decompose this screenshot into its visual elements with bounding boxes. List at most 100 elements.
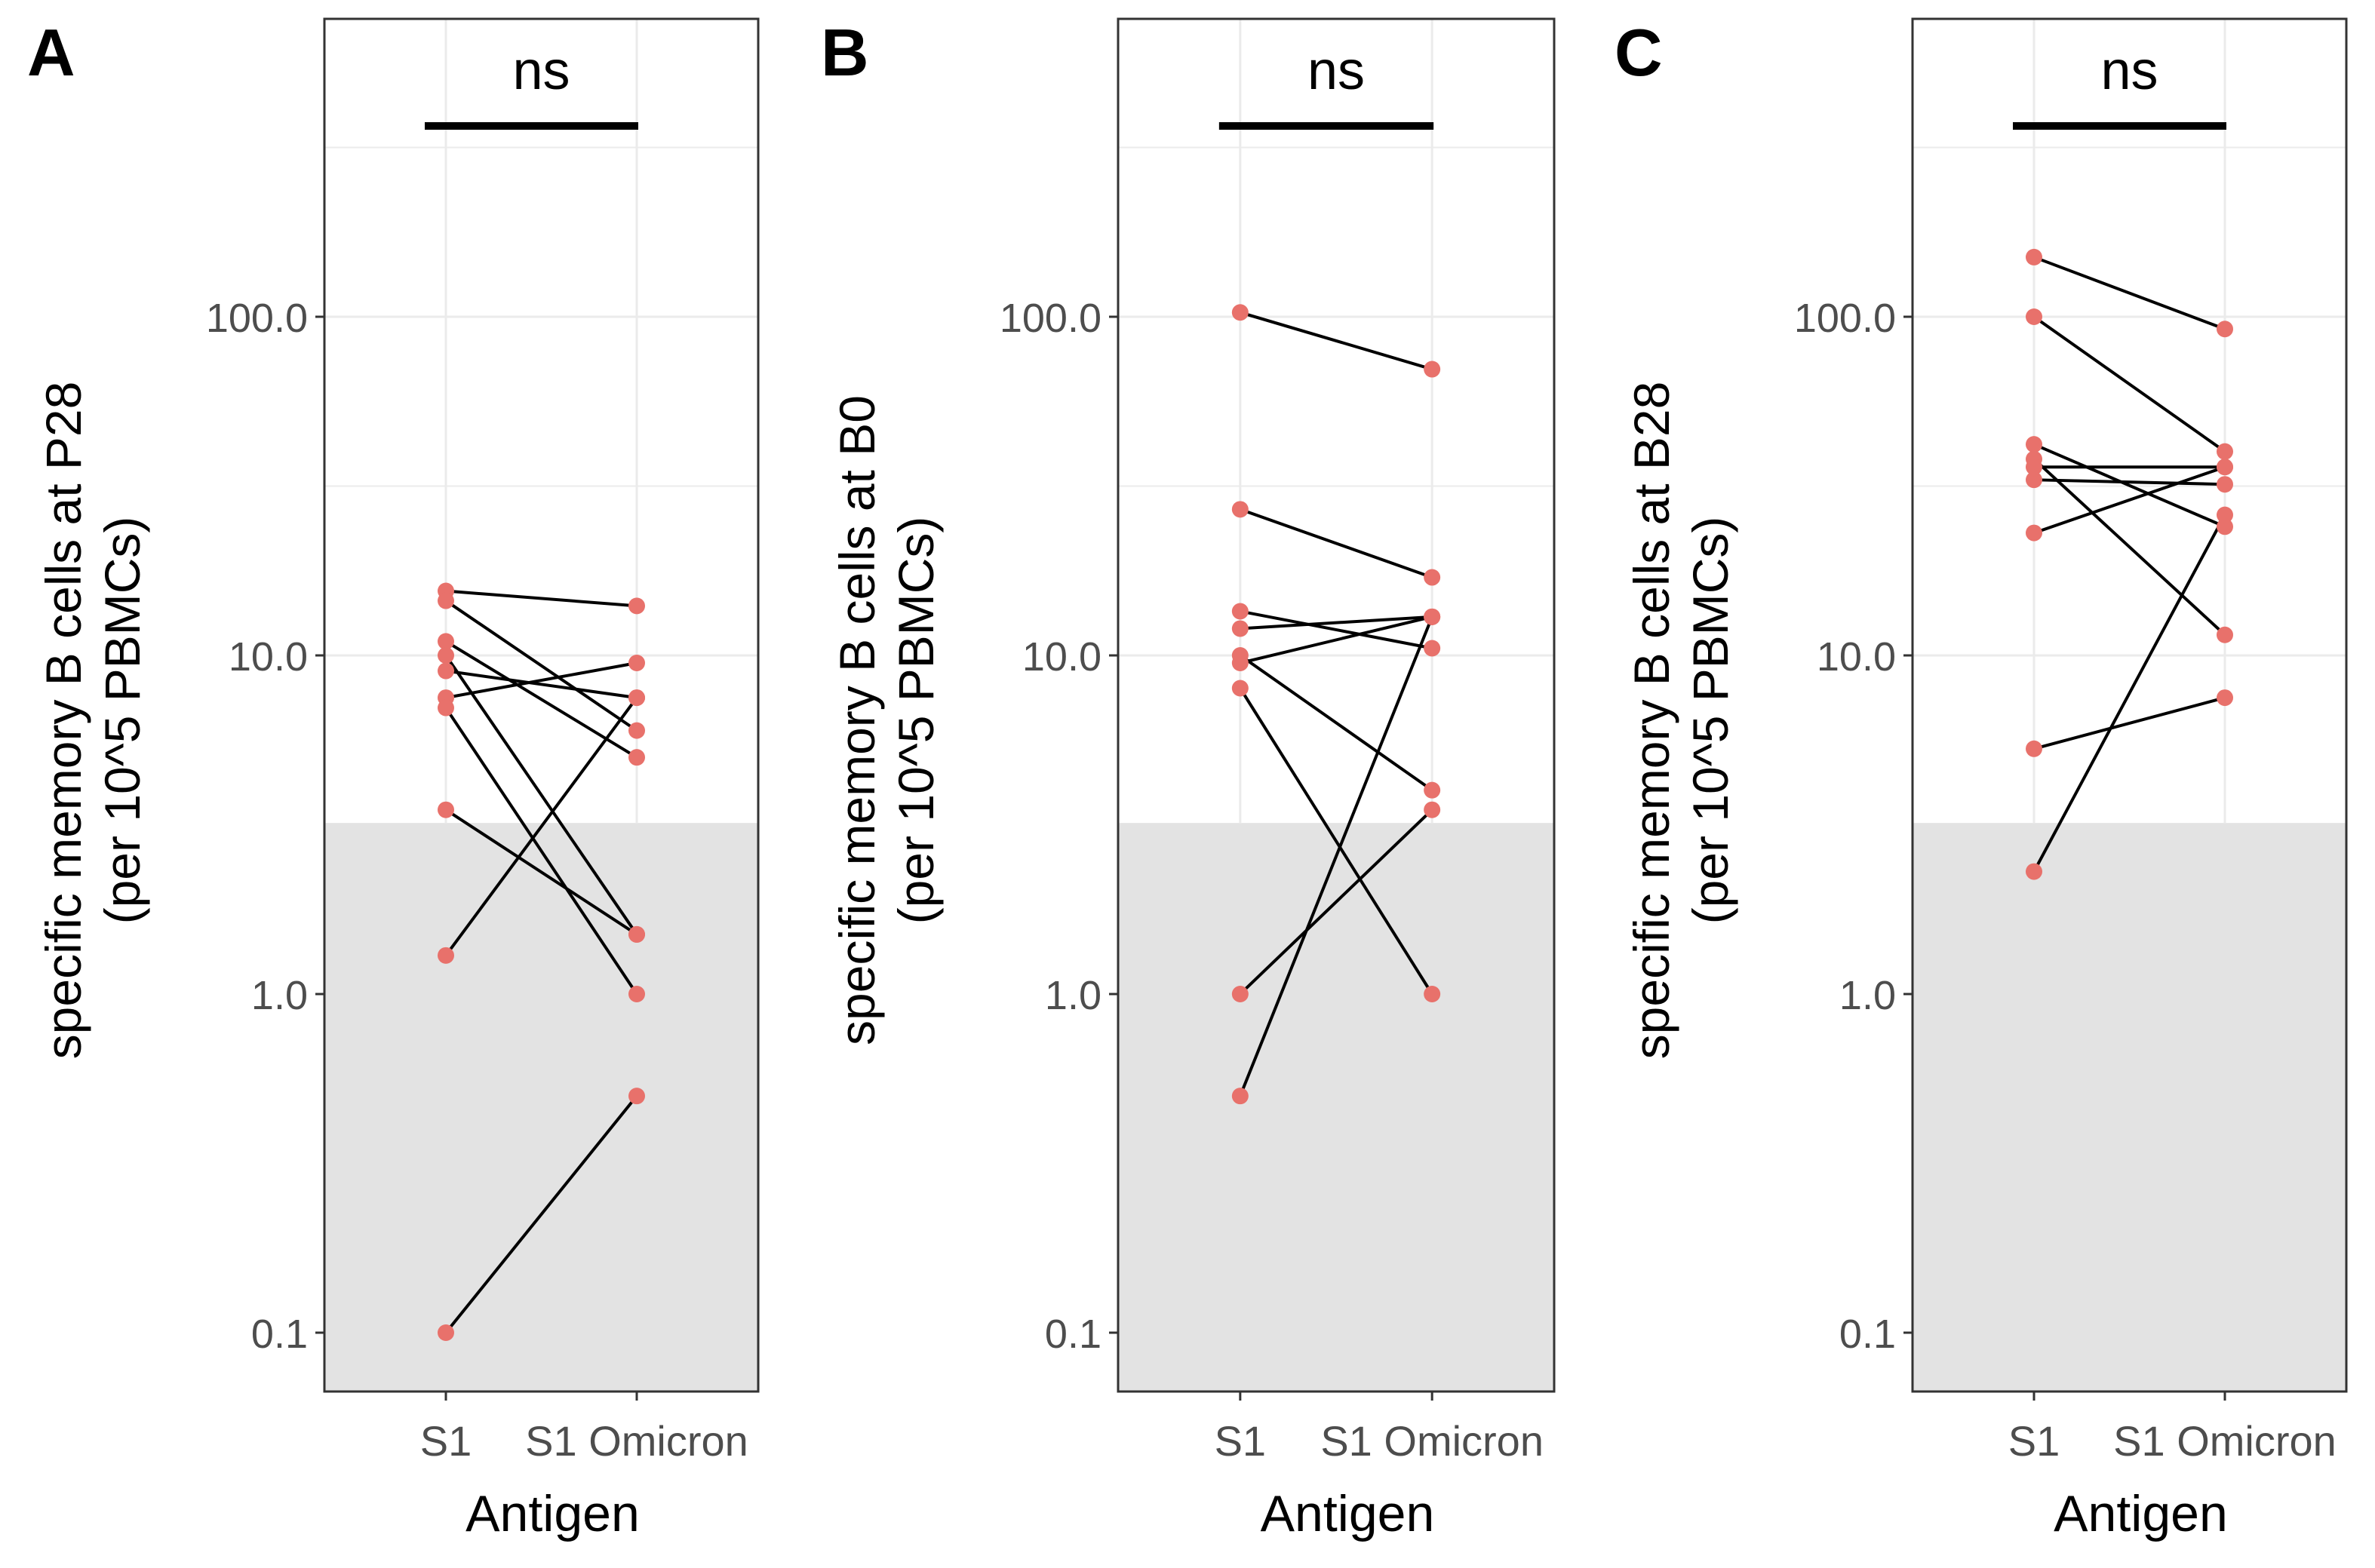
point-s1-9 [438,947,454,964]
x-axis-title: Antigen [1261,1485,1435,1542]
y-tick-label: 1.0 [1045,973,1101,1018]
detection-limit-shade [1118,823,1554,1392]
point-omicron-8 [628,925,645,943]
x-tick-label: S1 Omicron [525,1417,748,1465]
y-tick-label: 100.0 [1000,296,1101,341]
pair-line-6 [1240,615,1433,664]
panel-a: ns 0.1 1.0 10.0 100.0 S1 S1 Omicron Antigen spec… [27,15,760,1542]
pair-line-2 [444,599,638,732]
point-s1-2 [438,592,454,609]
point-s1-2 [2026,308,2042,325]
pair-line-9 [2032,514,2226,873]
pair-line-1 [1240,311,1433,371]
pair-line-4 [2032,458,2226,637]
y-axis-title-line1: specific memory B cells at P28 [35,382,91,1060]
pair-line-3 [2033,443,2226,529]
point-s1-10 [438,1324,454,1341]
x-axis-title: Antigen [465,1485,640,1542]
pair-line-7 [444,707,638,996]
pair-line-7 [2033,465,2226,535]
y-axis-title-line2: (per 10^5 PBMCs) [888,517,944,925]
panel-border [1911,17,2348,1393]
point-omicron-9 [2217,506,2233,523]
point-s1-9 [1231,1088,1249,1105]
point-omicron-3 [1424,640,1441,657]
significance-label: ns [1307,41,1365,101]
point-omicron-7 [1424,986,1441,1002]
point-omicron-6 [2217,476,2233,493]
y-tick-label: 10.0 [229,634,308,680]
pair-line-8 [1239,809,1433,996]
pair-line-2 [1240,508,1433,579]
pair-line-9 [1238,616,1434,1097]
y-tick-label: 1.0 [1839,973,1896,1018]
point-omicron-1 [1424,361,1441,378]
point-omicron-1 [2217,321,2233,338]
panel-c: ns 0.1 1.0 10.0 100.0 S1 S1 Omicron Antigen spec… [1615,15,2348,1542]
point-omicron-4 [2217,626,2233,643]
panel-border [1117,17,1556,1393]
y-tick-label: 0.1 [1045,1312,1101,1357]
pair-line-9 [444,696,638,957]
point-s1-6 [2026,471,2042,489]
detection-limit-shade [324,823,758,1392]
point-omicron-10 [628,1088,645,1105]
point-s1-8 [1231,986,1249,1002]
point-omicron-8 [2217,689,2233,707]
pair-line-6 [445,661,638,700]
point-s1-3 [1231,603,1249,620]
pair-line-2 [2032,315,2226,453]
significance-label: ns [2100,41,2158,101]
point-omicron-3 [2217,518,2233,535]
significance-label: ns [512,41,570,101]
pair-line-8 [444,809,638,936]
point-s1-8 [438,801,454,818]
point-omicron-9 [628,689,645,707]
point-s1-3 [438,633,454,650]
y-axis-title-line2: (per 10^5 PBMCs) [1682,517,1738,925]
pair-line-4 [1240,615,1433,631]
pair-line-10 [444,1094,638,1334]
panel-label: B [821,15,869,90]
pair-line-1 [2033,256,2226,331]
pair-line-6 [2033,478,2226,486]
y-tick-label: 100.0 [206,296,308,341]
point-s1-6 [1231,655,1249,672]
y-axis-title-line1: specific memory B cells at B28 [1624,382,1679,1060]
panel-b: ns 0.1 1.0 10.0 100.0 S1 S1 Omicron Antigen spec… [821,15,1556,1542]
point-s1-3 [2026,436,2042,453]
point-omicron-7 [628,986,645,1002]
y-axis-title-line1: specific memory B cells at B0 [829,395,885,1045]
point-omicron-2 [1424,569,1441,586]
x-tick-label: S1 [2008,1417,2060,1465]
point-omicron-1 [628,597,645,615]
point-omicron-7 [2217,459,2233,476]
x-tick-label: S1 Omicron [1320,1417,1544,1465]
pair-line-8 [2033,696,2226,750]
point-s1-7 [1231,680,1249,697]
point-omicron-2 [628,722,645,739]
pair-line-3 [1240,609,1433,650]
pair-line-4 [444,654,638,936]
pair-line-1 [445,589,638,608]
y-tick-label: 10.0 [1022,634,1101,680]
y-tick-label: 100.0 [1794,296,1896,341]
panel-label: C [1615,15,1663,90]
panel-border [323,17,760,1393]
pair-line-3 [444,640,638,759]
pair-line-5 [1239,654,1433,792]
point-s1-5 [438,662,454,680]
point-s1-8 [2026,740,2042,757]
point-omicron-5 [1424,781,1441,799]
x-tick-label: S1 [420,1417,472,1465]
point-omicron-6 [628,655,645,672]
x-tick-label: S1 Omicron [2113,1417,2337,1465]
point-s1-7 [2026,524,2042,542]
point-s1-9 [2026,863,2042,880]
point-s1-4 [1231,620,1249,637]
point-s1-4 [438,647,454,664]
panel-label: A [27,15,75,90]
point-omicron-8 [1424,801,1441,818]
detection-limit-shade [1913,823,2346,1392]
